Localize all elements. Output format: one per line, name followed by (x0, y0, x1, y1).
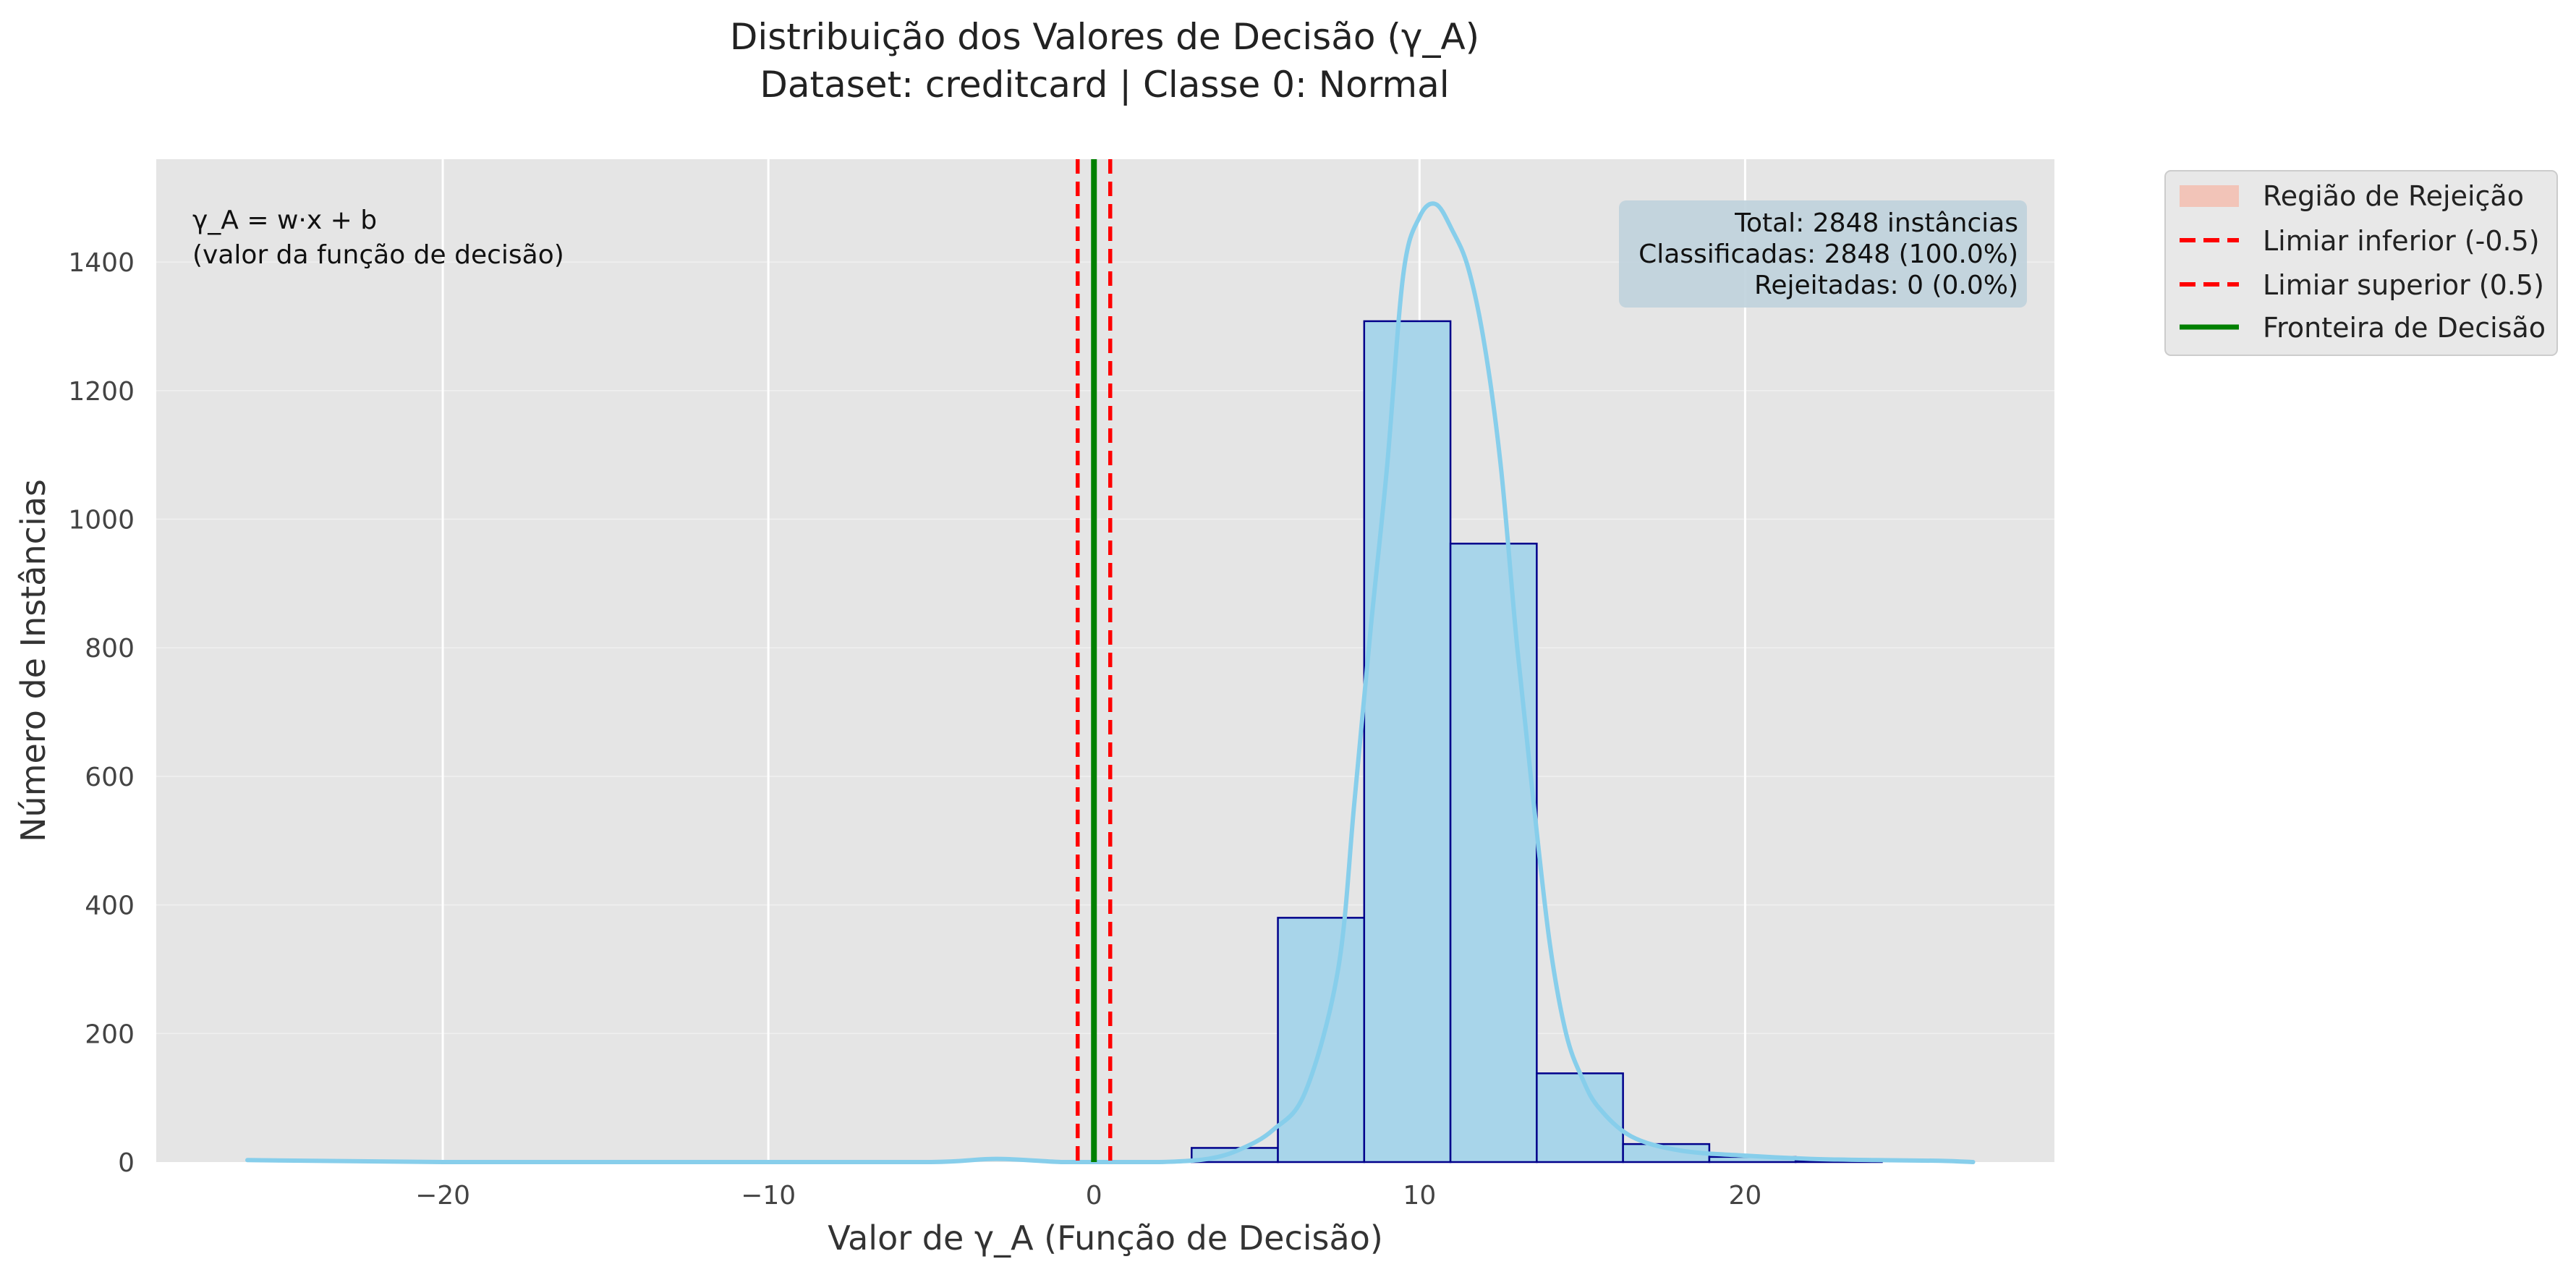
formula-note-line: (valor da função de decisão) (192, 240, 564, 270)
legend-boundary-label: Fronteira de Decisão (2263, 312, 2546, 344)
x-tick-labels: −20 −10 0 10 20 (415, 1181, 1761, 1211)
stats-rejected: Rejeitadas: 0 (0.0%) (1754, 271, 2018, 300)
stats-box-background (1619, 200, 2027, 308)
legend-rejection-swatch (2180, 185, 2239, 207)
y-axis-label: Número de Instâncias (14, 479, 53, 842)
y-tick-label: 200 (85, 1020, 135, 1049)
legend-lower-threshold-label: Limiar inferior (-0.5) (2263, 225, 2540, 257)
stats-box: Total: 2848 instâncias Classificadas: 28… (1619, 200, 2027, 308)
legend-rejection-label: Região de Rejeição (2263, 180, 2524, 212)
stats-classified: Classificadas: 2848 (100.0%) (1638, 240, 2018, 269)
chart-subtitle: Dataset: creditcard | Classe 0: Normal (760, 64, 1449, 106)
kde-curve (245, 201, 1976, 1165)
y-tick-label: 1000 (68, 506, 135, 535)
y-tick-label: 800 (85, 634, 135, 664)
y-tick-label: 1400 (68, 248, 135, 278)
x-tick-label: −20 (415, 1181, 470, 1211)
chart-title: Distribuição dos Valores de Decisão (γ_A… (730, 16, 1479, 58)
threshold-lines (1075, 159, 1113, 1162)
y-tick-label: 400 (85, 891, 135, 921)
y-tick-label: 0 (118, 1148, 135, 1178)
plot-area (156, 159, 2054, 1162)
formula-annotation: γ_A = w·x + b (valor da função de decisã… (192, 205, 564, 270)
histogram-bar (1363, 320, 1452, 1164)
x-axis-label: Valor de γ_A (Função de Decisão) (828, 1218, 1383, 1258)
legend-box (2164, 170, 2558, 356)
x-tick-label: 0 (1086, 1181, 1102, 1211)
x-tick-label: 10 (1403, 1181, 1436, 1211)
legend-upper-threshold-label: Limiar superior (0.5) (2263, 269, 2544, 301)
stats-total: Total: 2848 instâncias (1734, 208, 2018, 238)
y-tick-label: 600 (85, 763, 135, 792)
formula-line: γ_A = w·x + b (192, 205, 377, 235)
chart-title-group: Distribuição dos Valores de Decisão (γ_A… (730, 16, 1479, 106)
y-tick-label: 1200 (68, 377, 135, 407)
legend: Região de Rejeição Limiar inferior (-0.5… (2164, 170, 2558, 356)
histogram-bars (1191, 320, 1883, 1164)
y-tick-labels: 0 200 400 600 800 1000 1200 1400 (68, 248, 135, 1178)
x-tick-label: 20 (1729, 1181, 1762, 1211)
kde-line (245, 201, 1976, 1165)
histogram-bar (1449, 543, 1538, 1164)
x-tick-label: −10 (741, 1181, 796, 1211)
